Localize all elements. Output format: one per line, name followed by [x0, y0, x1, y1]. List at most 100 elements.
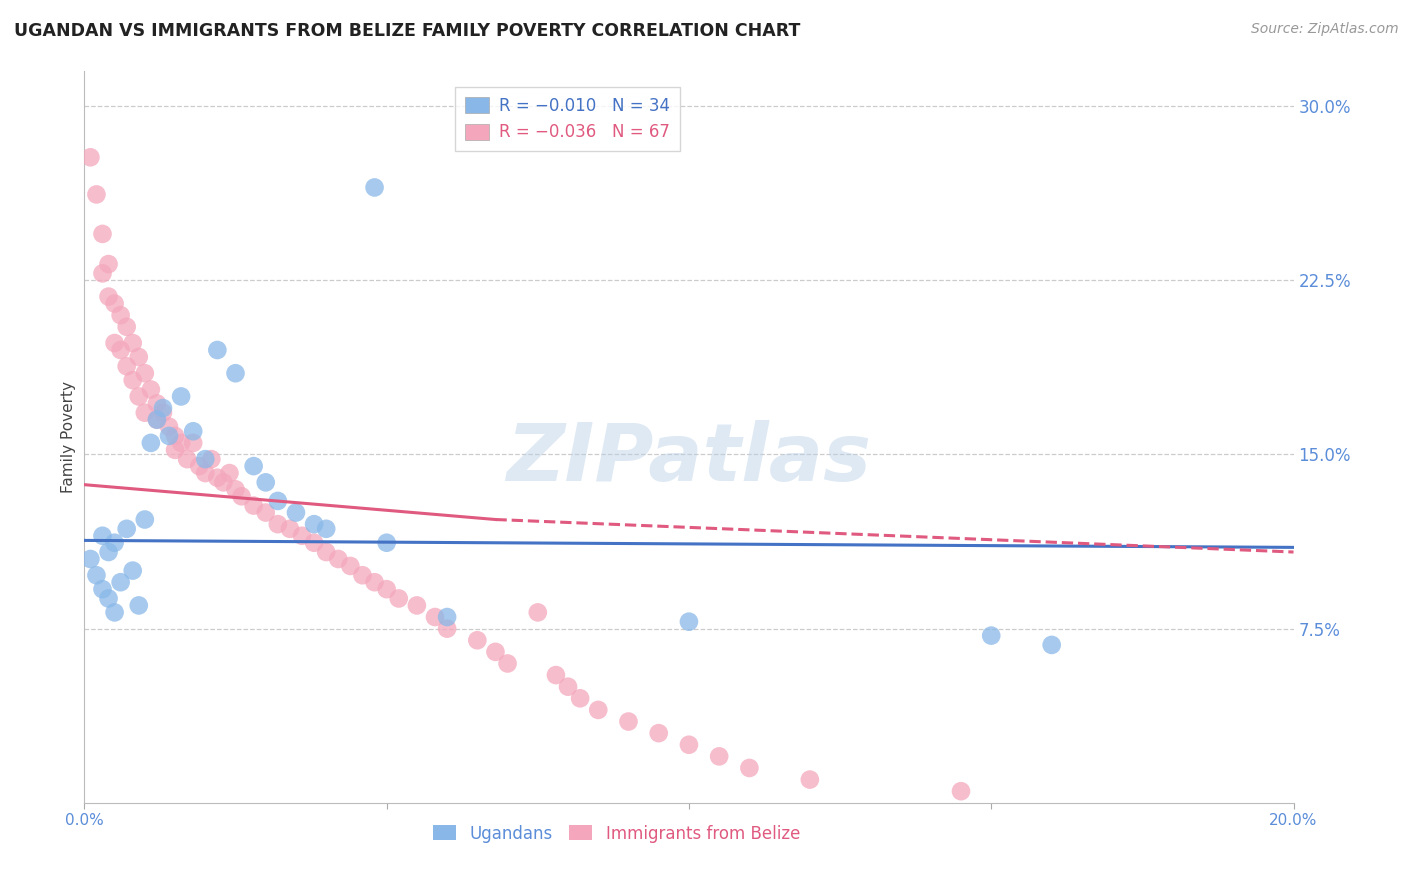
Point	[128, 389, 150, 403]
Point	[104, 606, 127, 620]
Point	[91, 582, 114, 597]
Point	[152, 401, 174, 415]
Point	[557, 680, 579, 694]
Text: ZIPatlas: ZIPatlas	[506, 420, 872, 498]
Point	[165, 442, 187, 457]
Point	[484, 645, 506, 659]
Point	[1040, 638, 1063, 652]
Point	[315, 522, 337, 536]
Point	[170, 389, 193, 403]
Point	[91, 227, 114, 241]
Point	[328, 552, 350, 566]
Point	[527, 606, 550, 620]
Legend: Ugandans, Immigrants from Belize: Ugandans, Immigrants from Belize	[426, 818, 807, 849]
Point	[146, 412, 169, 426]
Point	[302, 535, 325, 549]
Point	[139, 436, 162, 450]
Point	[267, 517, 290, 532]
Point	[181, 424, 204, 438]
Point	[544, 668, 567, 682]
Point	[97, 290, 120, 304]
Point	[165, 429, 187, 443]
Point	[115, 522, 138, 536]
Point	[569, 691, 592, 706]
Point	[709, 749, 731, 764]
Point	[104, 535, 127, 549]
Point	[617, 714, 640, 729]
Point	[157, 429, 180, 443]
Point	[980, 629, 1002, 643]
Point	[950, 784, 973, 798]
Point	[388, 591, 411, 606]
Point	[242, 459, 264, 474]
Point	[285, 506, 308, 520]
Point	[436, 610, 458, 624]
Point	[212, 475, 235, 490]
Point	[152, 406, 174, 420]
Point	[375, 535, 398, 549]
Point	[375, 582, 398, 597]
Point	[291, 529, 314, 543]
Point	[225, 366, 247, 380]
Point	[176, 452, 198, 467]
Point	[225, 483, 247, 497]
Point	[648, 726, 671, 740]
Point	[588, 703, 610, 717]
Point	[406, 599, 429, 613]
Point	[110, 343, 132, 357]
Point	[134, 512, 156, 526]
Point	[128, 599, 150, 613]
Point	[104, 336, 127, 351]
Y-axis label: Family Poverty: Family Poverty	[60, 381, 76, 493]
Point	[181, 436, 204, 450]
Point	[97, 591, 120, 606]
Point	[146, 412, 169, 426]
Point	[91, 529, 114, 543]
Point	[110, 575, 132, 590]
Point	[110, 308, 132, 322]
Point	[134, 406, 156, 420]
Point	[128, 350, 150, 364]
Point	[678, 738, 700, 752]
Point	[104, 296, 127, 310]
Point	[86, 187, 108, 202]
Point	[97, 257, 120, 271]
Text: UGANDAN VS IMMIGRANTS FROM BELIZE FAMILY POVERTY CORRELATION CHART: UGANDAN VS IMMIGRANTS FROM BELIZE FAMILY…	[14, 22, 800, 40]
Point	[139, 383, 162, 397]
Point	[200, 452, 222, 467]
Point	[194, 466, 217, 480]
Point	[423, 610, 446, 624]
Point	[267, 494, 290, 508]
Point	[315, 545, 337, 559]
Point	[738, 761, 761, 775]
Point	[254, 475, 277, 490]
Point	[134, 366, 156, 380]
Point	[242, 499, 264, 513]
Point	[678, 615, 700, 629]
Point	[86, 568, 108, 582]
Point	[231, 489, 253, 503]
Point	[278, 522, 301, 536]
Point	[157, 419, 180, 434]
Point	[121, 336, 143, 351]
Point	[170, 436, 193, 450]
Point	[79, 150, 101, 164]
Point	[496, 657, 519, 671]
Point	[188, 459, 211, 474]
Point	[115, 359, 138, 374]
Point	[467, 633, 489, 648]
Point	[97, 545, 120, 559]
Point	[339, 558, 361, 573]
Point	[79, 552, 101, 566]
Point	[194, 452, 217, 467]
Point	[302, 517, 325, 532]
Point	[146, 396, 169, 410]
Point	[207, 343, 229, 357]
Point	[115, 319, 138, 334]
Point	[254, 506, 277, 520]
Point	[799, 772, 821, 787]
Point	[121, 373, 143, 387]
Point	[352, 568, 374, 582]
Point	[121, 564, 143, 578]
Point	[363, 180, 385, 194]
